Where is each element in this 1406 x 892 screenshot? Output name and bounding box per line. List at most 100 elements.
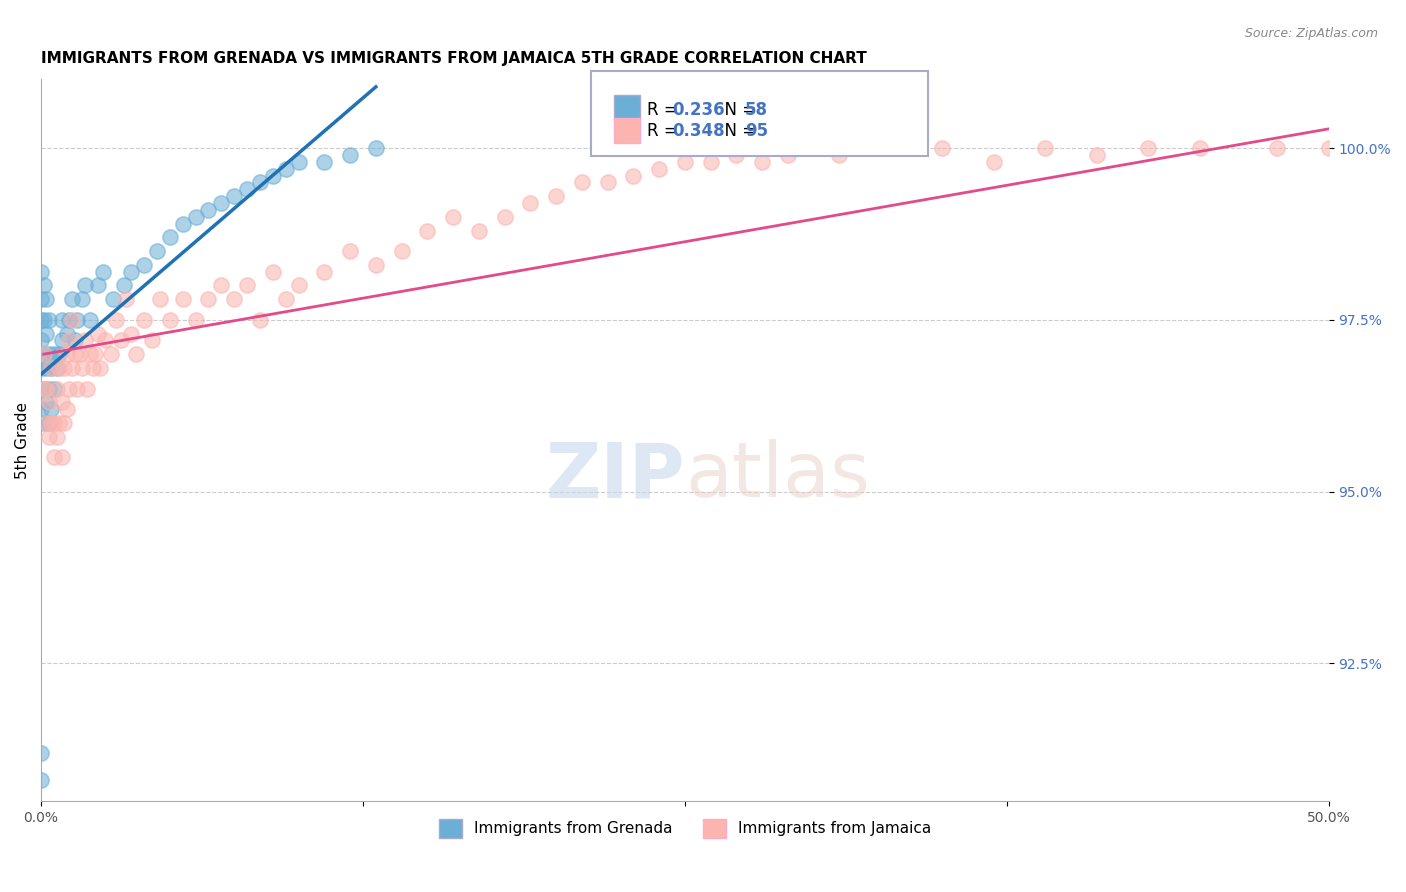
Point	[1085, 148, 1108, 162]
Point	[1137, 141, 1160, 155]
Point	[58, 313, 80, 327]
Point	[287, 154, 309, 169]
Point	[42, 382, 65, 396]
Point	[197, 292, 219, 306]
Point	[468, 223, 491, 237]
Point	[1265, 141, 1288, 155]
Point	[184, 313, 207, 327]
Point	[38, 430, 60, 444]
Point	[828, 148, 851, 162]
Point	[519, 196, 541, 211]
Point	[53, 416, 76, 430]
Point	[209, 278, 232, 293]
Point	[30, 292, 52, 306]
Point	[32, 416, 55, 430]
Text: R =: R =	[647, 101, 683, 119]
Point	[48, 361, 70, 376]
Point	[45, 430, 67, 444]
Point	[416, 223, 439, 237]
Point	[236, 182, 259, 196]
Point	[648, 161, 671, 176]
Point	[35, 382, 58, 396]
Point	[803, 141, 825, 155]
Point	[1035, 141, 1057, 155]
Point	[94, 334, 117, 348]
Point	[87, 278, 110, 293]
Point	[209, 196, 232, 211]
Point	[41, 402, 63, 417]
Point	[314, 154, 336, 169]
Point	[32, 313, 55, 327]
Point	[103, 292, 125, 306]
Point	[146, 244, 169, 259]
Point	[30, 773, 52, 788]
Point	[73, 334, 96, 348]
Point	[51, 313, 73, 327]
Point	[35, 395, 58, 409]
Point	[751, 154, 773, 169]
Point	[58, 334, 80, 348]
Point	[172, 292, 194, 306]
Point	[112, 278, 135, 293]
Point	[56, 402, 79, 417]
Point	[30, 334, 52, 348]
Point	[66, 382, 89, 396]
Point	[79, 313, 101, 327]
Point	[172, 217, 194, 231]
Point	[41, 416, 63, 430]
Text: 58: 58	[745, 101, 768, 119]
Point	[30, 402, 52, 417]
Point	[621, 169, 644, 183]
Point	[41, 361, 63, 376]
Point	[364, 141, 387, 155]
Point	[32, 382, 55, 396]
Text: Source: ZipAtlas.com: Source: ZipAtlas.com	[1244, 27, 1378, 40]
Point	[30, 265, 52, 279]
Point	[197, 202, 219, 217]
Point	[51, 450, 73, 465]
Point	[48, 347, 70, 361]
Point	[72, 292, 94, 306]
Point	[63, 334, 86, 348]
Point	[58, 382, 80, 396]
Point	[56, 326, 79, 341]
Point	[159, 230, 181, 244]
Point	[51, 395, 73, 409]
Point	[120, 326, 142, 341]
Point	[84, 347, 107, 361]
Point	[41, 361, 63, 376]
Point	[725, 148, 748, 162]
Point	[110, 334, 132, 348]
Point	[66, 313, 89, 327]
Text: 95: 95	[745, 122, 768, 140]
Point	[35, 361, 58, 376]
Point	[132, 313, 155, 327]
Point	[132, 258, 155, 272]
Point	[60, 361, 83, 376]
Point	[596, 176, 619, 190]
Point	[236, 278, 259, 293]
Point	[69, 347, 91, 361]
Point	[42, 450, 65, 465]
Y-axis label: 5th Grade: 5th Grade	[15, 401, 30, 479]
Point	[79, 347, 101, 361]
Point	[32, 278, 55, 293]
Point	[494, 210, 516, 224]
Point	[38, 395, 60, 409]
Point	[73, 278, 96, 293]
Point	[63, 347, 86, 361]
Point	[91, 265, 114, 279]
Point	[120, 265, 142, 279]
Point	[159, 313, 181, 327]
Point	[38, 313, 60, 327]
Point	[48, 416, 70, 430]
Point	[38, 347, 60, 361]
Point	[45, 382, 67, 396]
Point	[115, 292, 138, 306]
Text: 0.348: 0.348	[672, 122, 724, 140]
Point	[931, 141, 953, 155]
Point	[53, 361, 76, 376]
Point	[364, 258, 387, 272]
Point	[441, 210, 464, 224]
Point	[42, 347, 65, 361]
